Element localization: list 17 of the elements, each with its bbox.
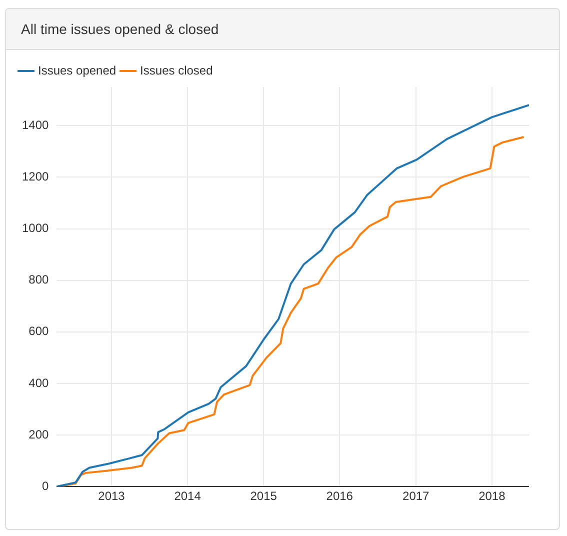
chart-title: All time issues opened & closed [6,9,559,50]
y-tick-label: 600 [28,324,50,338]
x-tick-label: 2015 [250,489,278,504]
x-tick-label: 2013 [98,489,126,504]
y-tick-label: 800 [28,272,50,287]
y-tick-label: 0 [42,478,50,493]
y-tick-label: 400 [28,376,50,390]
y-tick-label: 200 [28,427,50,442]
y-tick-label: 1400 [22,118,50,132]
x-tick-label: 2018 [478,489,506,504]
x-tick-label: 2016 [326,489,354,504]
legend-label: Issues closed [140,63,213,78]
x-tick-label: 2017 [402,489,430,504]
legend-label: Issues opened [38,63,116,78]
y-tick-label: 1000 [22,221,50,236]
x-tick-label: 2014 [174,489,202,504]
y-tick-label: 1200 [22,170,50,184]
